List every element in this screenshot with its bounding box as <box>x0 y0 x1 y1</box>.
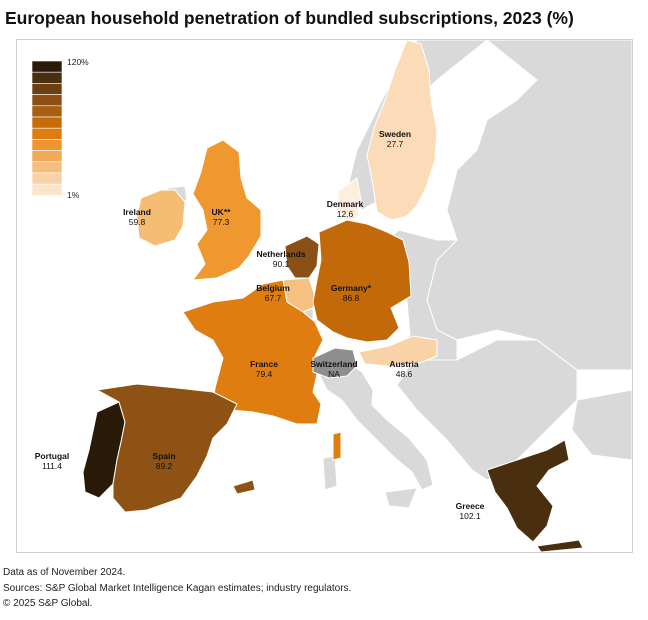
label-greece-value: 102.1 <box>459 511 481 521</box>
legend-swatch <box>31 139 63 151</box>
label-sweden-value: 27.7 <box>386 139 404 149</box>
country-sweden <box>366 40 438 221</box>
label-belgium-value: 67.7 <box>264 293 282 303</box>
legend-swatch <box>31 83 63 95</box>
country-ireland <box>136 189 186 247</box>
label-france: France 79.4 <box>250 359 278 379</box>
label-germany: Germany* 86.8 <box>331 283 371 303</box>
label-switzerland-name: Switzerland <box>310 359 358 369</box>
label-netherlands: Netherlands 90.1 <box>256 249 305 269</box>
legend-swatch <box>31 172 63 185</box>
label-sweden-name: Sweden <box>378 129 412 139</box>
europe-map <box>31 40 632 552</box>
country-france <box>182 279 324 425</box>
land-sardinia <box>322 455 338 491</box>
legend-swatch <box>31 94 63 107</box>
label-france-name: France <box>250 359 278 369</box>
footer-copyright: © 2025 S&P Global. <box>3 598 93 609</box>
label-spain: Spain 89.2 <box>152 451 175 471</box>
country-germany <box>312 219 412 343</box>
label-portugal-value: 111.4 <box>41 461 63 471</box>
label-denmark-name: Denmark <box>326 199 364 209</box>
label-switzerland: Switzerland NA <box>310 359 357 379</box>
legend-min-label: 1% <box>67 190 80 200</box>
land-sicily <box>384 487 418 509</box>
label-uk: UK** 77.3 <box>212 207 231 227</box>
land-turkey <box>571 389 632 461</box>
label-netherlands-value: 90.1 <box>272 259 290 269</box>
label-uk-value: 77.3 <box>212 217 230 227</box>
label-denmark: Denmark 12.6 <box>327 199 363 219</box>
label-germany-value: 86.8 <box>342 293 360 303</box>
label-austria: Austria 48.6 <box>389 359 418 379</box>
land-balkans <box>396 339 578 481</box>
legend-swatch <box>31 105 63 118</box>
legend-swatch <box>31 150 63 163</box>
label-france-value: 79.4 <box>255 369 273 379</box>
label-austria-name: Austria <box>389 359 419 369</box>
footer-sources: Sources: S&P Global Market Intelligence … <box>3 583 352 594</box>
label-austria-value: 48.6 <box>395 369 413 379</box>
map-area: 120% 1% Sweden 27.7 Denmark 12.6 Ireland… <box>16 39 633 553</box>
label-belgium-name: Belgium <box>256 283 290 293</box>
map-title: European household penetration of bundle… <box>5 8 574 28</box>
label-ireland-value: 59.8 <box>128 217 146 227</box>
legend-swatch <box>31 183 63 196</box>
label-denmark-value: 12.6 <box>336 209 354 219</box>
label-ireland: Ireland 59.8 <box>123 207 151 227</box>
land-italy <box>316 361 434 491</box>
legend-max-label: 120% <box>67 57 89 67</box>
land-finland-russia <box>426 40 632 371</box>
label-portugal: Portugal 111.4 <box>35 451 69 471</box>
label-switzerland-value: NA <box>328 369 340 379</box>
country-denmark <box>336 177 362 221</box>
label-germany-name: Germany* <box>330 283 372 293</box>
label-spain-name: Spain <box>152 451 176 461</box>
label-netherlands-name: Netherlands <box>256 249 306 259</box>
label-belgium: Belgium 67.7 <box>256 283 290 303</box>
other-land <box>166 40 632 509</box>
legend-swatch <box>31 161 63 174</box>
country-netherlands <box>284 235 320 279</box>
label-portugal-name: Portugal <box>34 451 70 461</box>
country-austria <box>358 335 438 367</box>
country-greece <box>486 439 570 543</box>
label-uk-name: UK** <box>211 207 231 217</box>
legend-swatch <box>31 60 63 73</box>
country-switzerland <box>312 347 358 379</box>
legend-swatch <box>31 71 63 84</box>
legend-scale <box>31 60 63 196</box>
country-uk <box>191 139 262 281</box>
country-spain <box>95 383 238 513</box>
label-ireland-name: Ireland <box>123 207 151 217</box>
country-corsica <box>332 431 342 461</box>
label-spain-value: 89.2 <box>155 461 173 471</box>
country-greece-crete <box>536 539 584 552</box>
label-greece-name: Greece <box>455 501 485 511</box>
legend-swatch <box>31 116 63 129</box>
legend-swatch <box>31 127 63 140</box>
footer-data-note: Data as of November 2024. <box>3 567 126 578</box>
country-spain-balearic <box>232 479 256 495</box>
label-sweden: Sweden 27.7 <box>379 129 411 149</box>
label-greece: Greece 102.1 <box>456 501 485 521</box>
